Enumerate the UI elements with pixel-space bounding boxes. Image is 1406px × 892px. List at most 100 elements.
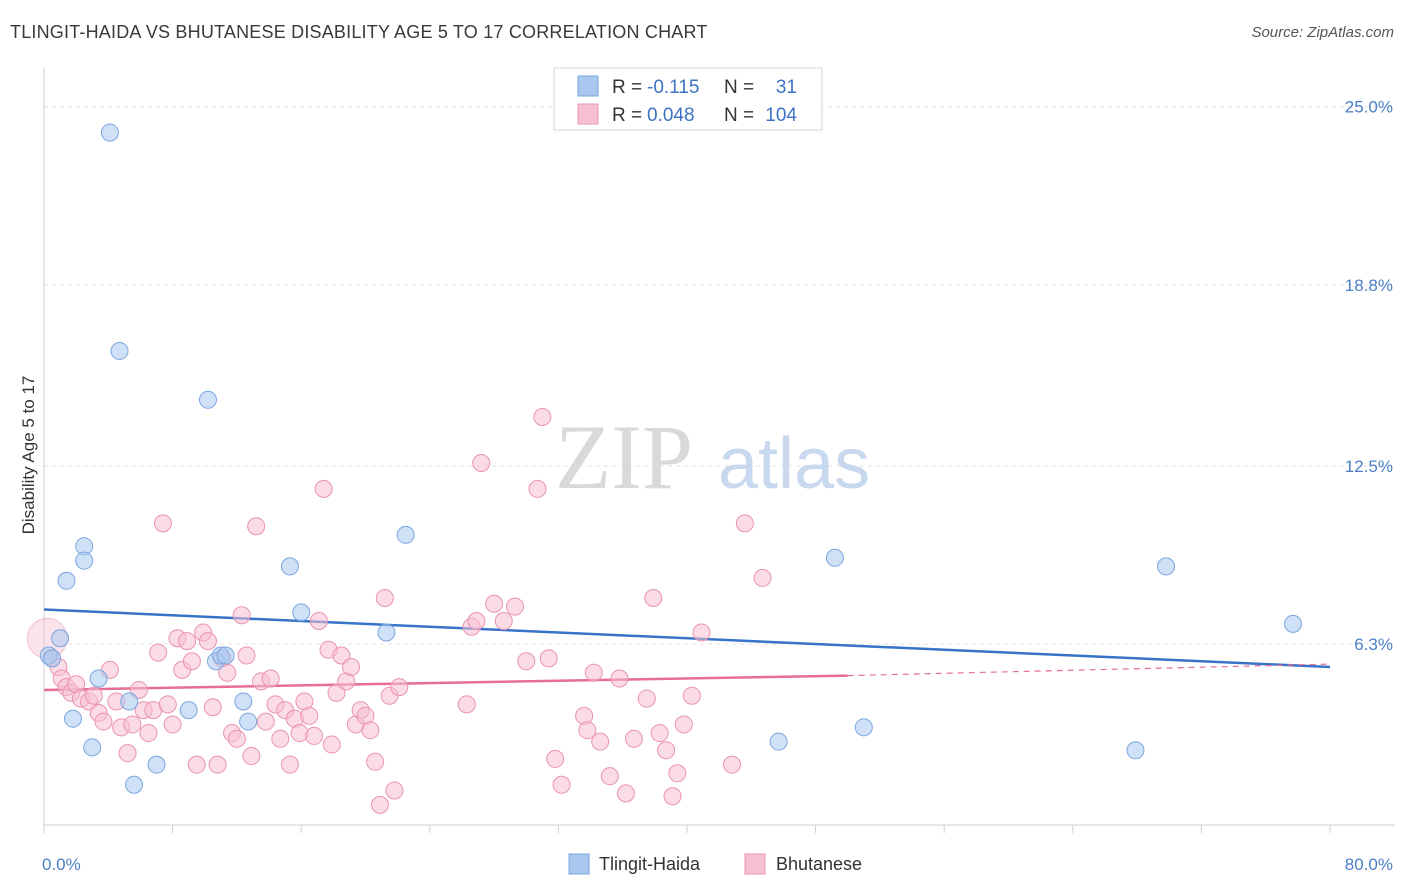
point-bhutanese-39: [237, 646, 256, 665]
point-bhutanese-9: [84, 686, 103, 705]
legend-n-label-1: N =: [724, 77, 754, 98]
bottom-legend-swatch-bhutanese: [744, 853, 766, 875]
point-tlingit-27: [854, 718, 873, 737]
x-tick-label-0: 0.0%: [42, 855, 81, 874]
series-legend: Tlingit-Haida Bhutanese: [568, 853, 862, 875]
point-bhutanese-11: [94, 712, 113, 731]
point-bhutanese-76: [485, 594, 504, 613]
point-bhutanese-28: [182, 652, 201, 671]
watermark-zip: ZIP: [555, 406, 693, 508]
point-bhutanese-87: [584, 663, 603, 682]
legend-n-value-1: 31: [776, 77, 797, 98]
gridlines: [44, 106, 1395, 645]
point-bhutanese-101: [692, 623, 711, 642]
point-tlingit-12: [125, 775, 144, 794]
point-tlingit-4: [63, 709, 82, 728]
point-tlingit-20: [239, 712, 258, 731]
y-tick-label-2: 18.8%: [1345, 276, 1393, 295]
point-tlingit-10: [110, 341, 129, 360]
point-bhutanese-52: [300, 706, 319, 725]
point-tlingit-9: [100, 123, 119, 142]
point-tlingit-22: [292, 603, 311, 622]
legend-n-label-2: N =: [724, 105, 754, 126]
point-bhutanese-93: [637, 689, 656, 708]
point-bhutanese-81: [533, 408, 552, 427]
point-bhutanese-38: [232, 606, 251, 625]
point-bhutanese-17: [129, 680, 148, 699]
point-bhutanese-103: [735, 514, 754, 533]
point-tlingit-24: [396, 525, 415, 544]
point-bhutanese-23: [158, 695, 177, 714]
y-tick-labels: 6.3% 12.5% 18.8% 25.0%: [1345, 98, 1393, 654]
y-tick-label-0: 6.3%: [1354, 635, 1393, 654]
point-bhutanese-29: [187, 755, 206, 774]
point-bhutanese-78: [505, 597, 524, 616]
point-bhutanese-48: [280, 755, 299, 774]
bottom-legend-swatch-tlingit: [568, 853, 590, 875]
point-bhutanese-80: [528, 479, 547, 498]
point-tlingit-30: [1284, 614, 1303, 633]
point-bhutanese-32: [203, 698, 222, 717]
point-tlingit-18: [216, 646, 235, 665]
watermark-atlas: atlas: [718, 424, 870, 504]
point-bhutanese-21: [149, 643, 168, 662]
correlation-legend: R = -0.115 N = 31 R = 0.048 N = 104: [553, 67, 823, 131]
trend-line-bhutanese: [43, 674, 848, 692]
point-tlingit-28: [1126, 741, 1145, 760]
point-tlingit-8: [89, 669, 108, 688]
y-tick-label-3: 25.0%: [1345, 98, 1393, 117]
point-bhutanese-24: [163, 715, 182, 734]
point-bhutanese-75: [472, 453, 491, 472]
point-bhutanese-44: [261, 669, 280, 688]
x-tick-label-1: 80.0%: [1345, 855, 1393, 874]
point-bhutanese-74: [467, 612, 486, 631]
point-bhutanese-46: [271, 729, 290, 748]
point-bhutanese-68: [375, 589, 394, 608]
point-bhutanese-54: [309, 612, 328, 631]
chart-title: TLINGIT-HAIDA VS BHUTANESE DISABILITY AG…: [10, 22, 708, 42]
point-bhutanese-97: [663, 787, 682, 806]
point-bhutanese-104: [753, 568, 772, 587]
y-axis-label: Disability Age 5 to 17: [19, 376, 38, 535]
point-bhutanese-43: [256, 712, 275, 731]
point-bhutanese-33: [208, 755, 227, 774]
point-tlingit-6: [75, 551, 94, 570]
point-bhutanese-90: [610, 669, 629, 688]
legend-r-label-2: R =: [612, 105, 642, 126]
point-tlingit-2: [51, 629, 70, 648]
legend-n-value-2: 104: [765, 105, 797, 126]
point-bhutanese-57: [322, 735, 341, 754]
data-points: [26, 123, 1303, 814]
point-bhutanese-99: [674, 715, 693, 734]
x-tick-labels: 0.0% 80.0%: [42, 855, 1393, 874]
point-tlingit-7: [83, 738, 102, 757]
point-bhutanese-70: [385, 781, 404, 800]
point-bhutanese-77: [494, 612, 513, 631]
point-bhutanese-59: [332, 646, 351, 665]
source-label: Source: ZipAtlas.com: [1251, 24, 1394, 41]
point-bhutanese-94: [644, 589, 663, 608]
point-tlingit-11: [120, 692, 139, 711]
point-bhutanese-88: [591, 732, 610, 751]
legend-r-value-2: 0.048: [647, 105, 695, 126]
point-bhutanese-84: [552, 775, 571, 794]
point-bhutanese-15: [118, 744, 137, 763]
point-bhutanese-61: [342, 657, 361, 676]
point-bhutanese-89: [600, 767, 619, 786]
point-tlingit-13: [147, 755, 166, 774]
bottom-legend-label-bhutanese: Bhutanese: [776, 854, 862, 874]
point-bhutanese-40: [242, 747, 261, 766]
point-tlingit-29: [1157, 557, 1176, 576]
legend-swatch-tlingit: [577, 75, 599, 97]
point-bhutanese-96: [657, 741, 676, 760]
point-bhutanese-22: [153, 514, 172, 533]
point-bhutanese-58: [327, 683, 346, 702]
point-tlingit-1: [43, 649, 62, 668]
axes: [43, 68, 1395, 833]
point-bhutanese-98: [668, 764, 687, 783]
point-bhutanese-79: [517, 652, 536, 671]
legend-r-label-1: R =: [612, 77, 642, 98]
point-bhutanese-55: [314, 479, 333, 498]
legend-swatch-bhutanese: [577, 103, 599, 125]
